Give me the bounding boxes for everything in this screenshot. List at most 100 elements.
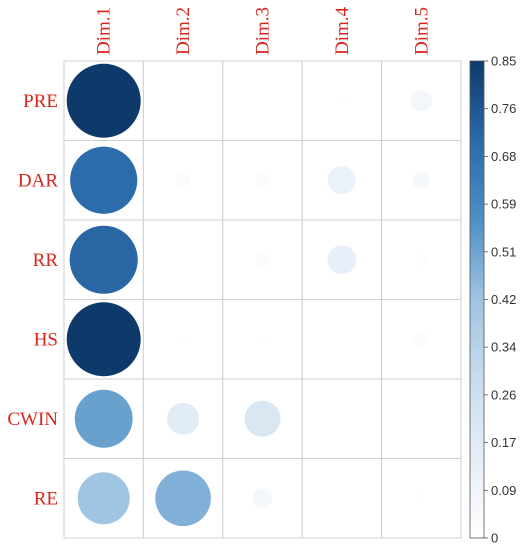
grid-cell: [301, 378, 383, 459]
colorbar-segment: [470, 192, 484, 197]
colorbar-segment: [470, 116, 484, 122]
correlation-circle: [176, 173, 191, 188]
correlation-circle: [327, 166, 356, 195]
grid-cell: [142, 60, 224, 141]
colorbar-segment: [470, 367, 484, 372]
grid-cells: [63, 60, 462, 539]
colorbar-segment: [470, 291, 484, 297]
colorbar-tick-label: 0.26: [491, 387, 516, 402]
colorbar-segment: [470, 295, 484, 301]
colorbar-segment: [470, 390, 484, 396]
colorbar-segment: [470, 446, 484, 452]
colorbar-segment: [470, 188, 484, 193]
colorbar-segment: [470, 466, 484, 472]
colorbar-segment: [470, 470, 484, 475]
colorbar-tick-label: 0.51: [491, 244, 516, 259]
row-label: HS: [34, 329, 58, 350]
colorbar-segment: [470, 255, 484, 261]
correlation-circle: [255, 252, 270, 267]
colorbar-segment: [470, 156, 484, 161]
correlation-circle: [179, 335, 188, 344]
colorbar-segment: [470, 100, 484, 106]
correlation-circle: [252, 488, 273, 509]
colorbar-segment: [470, 343, 484, 348]
column-label: Dim.5: [411, 7, 432, 55]
colorbar-segment: [470, 223, 484, 229]
colorbar-segment: [470, 331, 484, 336]
colorbar-segment: [470, 140, 484, 146]
colorbar-segment: [470, 530, 484, 535]
column-labels: Dim.1 Dim.2 Dim.3 Dim.4 Dim.5: [94, 6, 433, 55]
colorbar-segment: [470, 61, 484, 66]
colorbar-segment: [470, 128, 484, 134]
colorbar-segment: [470, 482, 484, 487]
column-label: Dim.1: [94, 7, 115, 55]
colorbar-tick-label: 0.59: [491, 197, 516, 212]
correlation-circle: [255, 173, 270, 188]
colorbar-segment: [470, 355, 484, 360]
correlation-circle: [258, 335, 267, 344]
row-label: CWIN: [7, 409, 58, 430]
colorbar-segment: [470, 371, 484, 376]
colorbar-segment: [470, 315, 484, 320]
colorbar-tick-label: 0: [491, 531, 498, 546]
colorbar-segment: [470, 462, 484, 468]
correlation-circle: [70, 146, 138, 214]
colorbar-segment: [470, 534, 484, 539]
colorbar-segment: [470, 176, 484, 181]
correlation-circle: [417, 494, 426, 503]
colorbar-tick-label: 0.68: [491, 149, 516, 164]
row-labels: PRE DAR RR HS CWIN RE: [7, 91, 58, 510]
colorbar-segment: [470, 239, 484, 245]
color-legend: 0.85 0.76 0.68 0.59 0.51 0.42 0.34 0.26 0.17 0.09…: [469, 54, 516, 546]
correlation-circle: [414, 332, 429, 347]
column-label: Dim.4: [332, 6, 353, 55]
colorbar-segment: [470, 311, 484, 316]
colorbar-tick-label: 0.85: [491, 54, 516, 69]
colorbar-segment: [470, 80, 484, 86]
colorbar-segment: [470, 418, 484, 424]
colorbar-segment: [470, 510, 484, 515]
row-label: RE: [34, 488, 58, 509]
colorbar-segment: [470, 359, 484, 364]
colorbar-segment: [470, 136, 484, 142]
colorbar-segment: [470, 307, 484, 313]
colorbar-segment: [470, 271, 484, 277]
correlation-circle: [66, 302, 141, 377]
colorbar-segment: [470, 279, 484, 285]
colorbar-segment: [470, 363, 484, 368]
colorbar-segment: [470, 526, 484, 531]
colorbar-segment: [470, 180, 484, 185]
correlation-circle: [74, 389, 133, 448]
colorbar-segment: [470, 92, 484, 98]
colorbar-segment: [470, 422, 484, 428]
colorbar-tick-label: 0.76: [491, 101, 516, 116]
row-label: DAR: [18, 170, 58, 191]
colorbar-segment: [470, 450, 484, 456]
correlation-circle: [412, 171, 431, 190]
colorbar-tick-label: 0.42: [491, 292, 516, 307]
grid-cell: [381, 378, 462, 459]
grid-cell: [381, 140, 462, 221]
colorbar-segment: [470, 164, 484, 169]
colorbar-segment: [470, 474, 484, 479]
colorbar-segment: [470, 220, 484, 225]
colorbar-segment: [470, 410, 484, 416]
colorbar-segment: [470, 458, 484, 464]
colorbar-segment: [470, 148, 484, 154]
column-label: Dim.3: [253, 7, 274, 55]
colorbar-segment: [470, 514, 484, 519]
colorbar-segment: [470, 96, 484, 102]
colorbar-segment: [470, 104, 484, 110]
colorbar-segment: [470, 323, 484, 328]
colorbar-segment: [470, 259, 484, 265]
colorbar-segment: [470, 335, 484, 340]
colorbar-tick-label: 0.17: [491, 435, 516, 450]
colorbar-segment: [470, 267, 484, 273]
colorbar-segment: [470, 124, 484, 130]
grid-cell: [222, 458, 303, 539]
colorbar-segment: [470, 438, 484, 444]
colorbar-segment: [470, 196, 484, 201]
colorbar-segment: [470, 216, 484, 221]
correlation-circle: [77, 472, 130, 525]
